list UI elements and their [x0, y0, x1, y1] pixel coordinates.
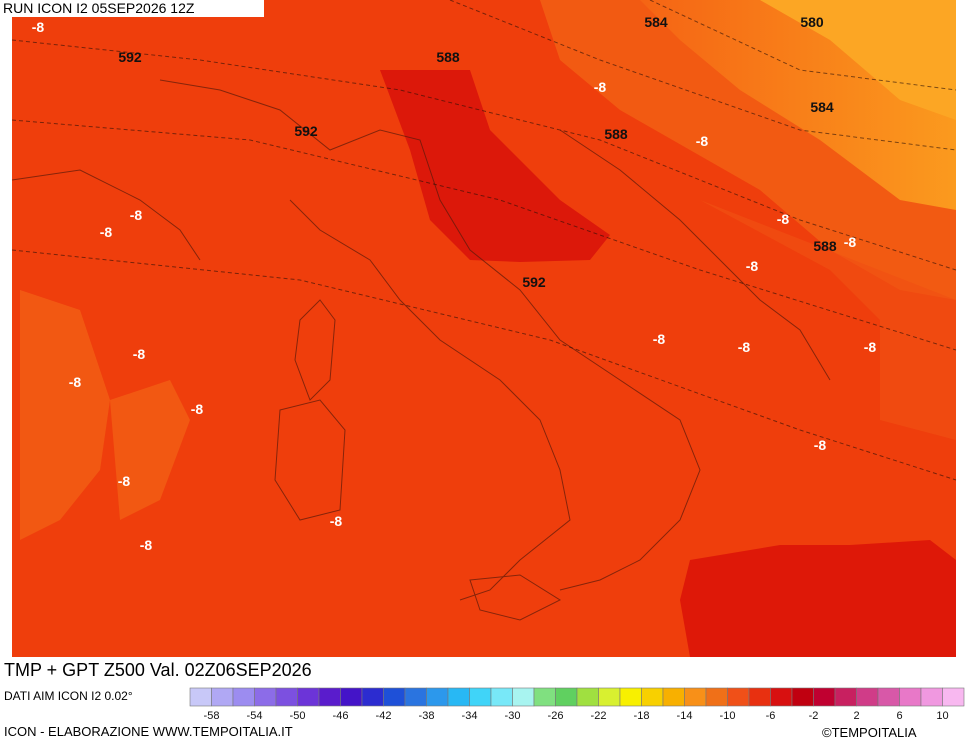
colorbar-swatch	[684, 687, 707, 707]
colorbar-swatch	[856, 687, 879, 707]
colorbar-tick-label: -54	[247, 710, 263, 722]
colorbar-tick-label: -42	[376, 710, 392, 722]
geopotential-label: 584	[810, 99, 834, 115]
temperature-label: -8	[330, 513, 343, 529]
colorbar-swatch	[361, 687, 384, 707]
colorbar-swatch	[576, 687, 599, 707]
colorbar-swatch	[920, 687, 943, 707]
credit: ICON - ELABORAZIONE WWW.TEMPOITALIA.IT	[4, 724, 293, 739]
temperature-label: -8	[594, 79, 607, 95]
colorbar-swatch	[727, 687, 750, 707]
map-title: TMP + GPT Z500 Val. 02Z06SEP2026	[4, 660, 312, 680]
colorbar-tick-label: -2	[809, 710, 819, 722]
contour-labels: 592 588 584 580 592 588 584 588 592 -8 -8 -8 -8 -8 -8 -…	[32, 14, 877, 553]
colorbar-swatch	[598, 687, 621, 707]
colorbar-tick-label: -46	[333, 710, 349, 722]
colorbar-tick-label: -50	[290, 710, 306, 722]
colorbar-tick-label: -10	[720, 710, 736, 722]
colorbar-swatch	[705, 687, 728, 707]
colorbar-swatch	[942, 687, 965, 707]
temperature-label: -8	[777, 211, 790, 227]
temperature-label: -8	[69, 374, 82, 390]
colorbar-tick-label: -34	[462, 710, 478, 722]
colorbar-swatch	[404, 687, 427, 707]
geopotential-label: 580	[800, 14, 824, 30]
title-box	[0, 657, 414, 684]
colorbar-swatch	[426, 687, 449, 707]
colorbar-swatch	[791, 687, 814, 707]
colorbar-swatch	[490, 687, 513, 707]
colorbar-swatch	[512, 687, 535, 707]
colorbar: -58 -54 -50 -46 -42 -38 -34 -30 -26 -22 -18 -14 -10-…	[189, 687, 965, 722]
colorbar-swatch	[662, 687, 685, 707]
colorbar-swatch	[834, 687, 857, 707]
geopotential-label: 592	[522, 274, 546, 290]
temperature-label: -8	[844, 234, 857, 250]
colorbar-swatch	[469, 687, 492, 707]
temperature-label: -8	[746, 258, 759, 274]
colorbar-swatch	[189, 687, 212, 707]
map-area	[11, 0, 957, 657]
colorbar-swatch	[297, 687, 320, 707]
copyright: ©TEMPOITALIA	[822, 725, 917, 740]
colorbar-tick-label: -6	[766, 710, 776, 722]
colorbar-tick-label: -26	[548, 710, 564, 722]
colorbar-swatch	[232, 687, 255, 707]
colorbar-swatch	[748, 687, 771, 707]
temperature-label: -8	[32, 19, 45, 35]
colorbar-tick-label: 6	[896, 710, 902, 722]
colorbar-tick-label: -18	[634, 710, 650, 722]
colorbar-tick-label: -30	[505, 710, 521, 722]
data-source: DATI AIM ICON I2 0.02°	[4, 689, 133, 703]
colorbar-swatch	[813, 687, 836, 707]
temperature-label: -8	[738, 339, 751, 355]
colorbar-swatch	[877, 687, 900, 707]
run-label: RUN ICON I2 05SEP2026 12Z	[3, 0, 195, 16]
temperature-label: -8	[864, 339, 877, 355]
colorbar-tick-label: -58	[204, 710, 220, 722]
colorbar-swatch	[254, 687, 277, 707]
colorbar-swatch	[318, 687, 341, 707]
colorbar-swatch	[340, 687, 363, 707]
colorbar-swatch	[770, 687, 793, 707]
colorbar-swatch	[447, 687, 470, 707]
colorbar-swatch	[899, 687, 922, 707]
colorbar-swatch	[619, 687, 642, 707]
temperature-label: -8	[118, 473, 131, 489]
colorbar-swatch	[383, 687, 406, 707]
colorbar-swatch	[533, 687, 556, 707]
temperature-label: -8	[696, 133, 709, 149]
run-box	[0, 0, 264, 17]
colorbar-swatch	[641, 687, 664, 707]
temperature-label: -8	[133, 346, 146, 362]
geopotential-label: 588	[813, 238, 837, 254]
geopotential-label: 588	[436, 49, 460, 65]
geopotential-label: 592	[118, 49, 142, 65]
colorbar-tick-label: -38	[419, 710, 435, 722]
colorbar-swatch	[275, 687, 298, 707]
temperature-label: -8	[100, 224, 113, 240]
colorbar-swatch	[211, 687, 234, 707]
temperature-label: -8	[130, 207, 143, 223]
temperature-label: -8	[140, 537, 153, 553]
geopotential-label: 588	[604, 126, 628, 142]
temperature-label: -8	[814, 437, 827, 453]
temperature-label: -8	[191, 401, 204, 417]
temperature-label: -8	[653, 331, 666, 347]
colorbar-tick-label: -22	[591, 710, 607, 722]
geopotential-label: 584	[644, 14, 668, 30]
colorbar-tick-label: 2	[853, 710, 859, 722]
geopotential-label: 592	[294, 123, 318, 139]
colorbar-tick-label: 10	[936, 710, 948, 722]
colorbar-swatch	[555, 687, 578, 707]
colorbar-tick-label: -14	[677, 710, 693, 722]
